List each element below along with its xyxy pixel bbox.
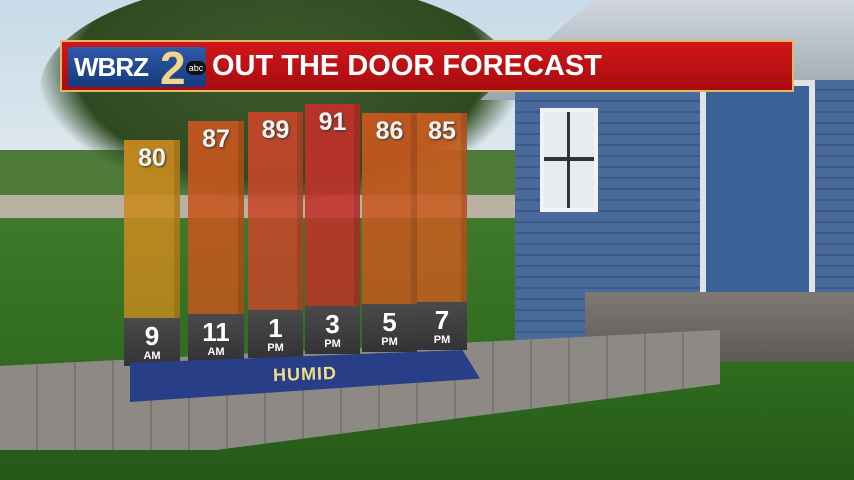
- time-label: 1 PM: [248, 310, 303, 358]
- bar: 91 3 PM: [305, 104, 360, 354]
- period-label: PM: [267, 342, 284, 354]
- bar: 86 5 PM: [362, 113, 417, 352]
- period-label: AM: [207, 346, 225, 358]
- data-label: 86: [375, 117, 404, 145]
- period-label: PM: [381, 336, 398, 348]
- data-label: 80: [138, 144, 166, 172]
- page-title: OUT THE DOOR FORECAST: [212, 50, 602, 82]
- data-label: 89: [261, 116, 290, 144]
- bar-column: 86: [362, 113, 417, 304]
- hour-label: 5: [382, 307, 397, 337]
- bar: 89 1 PM: [248, 112, 303, 358]
- period-label: AM: [143, 350, 161, 362]
- hour-label: 11: [202, 317, 230, 347]
- house-door: [700, 80, 815, 318]
- data-label: 87: [202, 125, 230, 153]
- hour-label: 3: [325, 309, 340, 339]
- hour-label: 1: [268, 313, 283, 343]
- time-label: 3 PM: [305, 306, 360, 354]
- bar-column: 89: [248, 112, 303, 310]
- bar-column: 85: [417, 113, 467, 302]
- time-label: 9 AM: [124, 318, 180, 366]
- data-label: 91: [318, 108, 347, 136]
- bar: 85 7 PM: [417, 113, 467, 350]
- station-logo: WBRZ 2 abc: [68, 42, 206, 94]
- period-label: PM: [324, 338, 341, 350]
- data-label: 85: [428, 117, 456, 145]
- bar: 87 11 AM: [188, 121, 244, 362]
- time-label: 11 AM: [188, 314, 244, 362]
- time-label: 7 PM: [417, 302, 467, 350]
- bar-column: 87: [188, 121, 244, 314]
- bar: 80 9 AM: [124, 140, 180, 366]
- hour-label: 7: [434, 305, 450, 335]
- bar-column: 91: [305, 104, 360, 306]
- hour-label: 9: [144, 321, 160, 351]
- period-label: PM: [433, 334, 451, 346]
- house-window: [540, 108, 598, 212]
- time-label: 5 PM: [362, 304, 417, 352]
- title-banner: WBRZ 2 abc OUT THE DOOR FORECAST: [60, 40, 794, 94]
- bar-column: 80: [124, 140, 180, 318]
